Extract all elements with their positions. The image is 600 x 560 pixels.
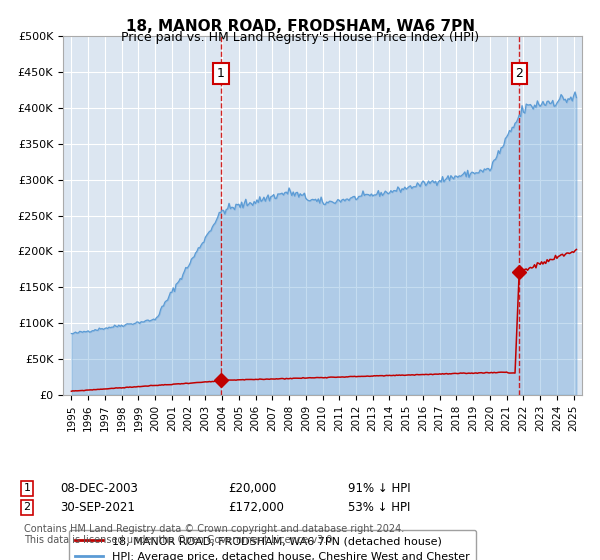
- Text: 53% ↓ HPI: 53% ↓ HPI: [348, 501, 410, 514]
- Text: 91% ↓ HPI: 91% ↓ HPI: [348, 482, 410, 495]
- Text: 18, MANOR ROAD, FRODSHAM, WA6 7PN: 18, MANOR ROAD, FRODSHAM, WA6 7PN: [125, 19, 475, 34]
- Text: 2: 2: [515, 67, 523, 80]
- Text: £20,000: £20,000: [228, 482, 276, 495]
- Text: £172,000: £172,000: [228, 501, 284, 514]
- Text: 08-DEC-2003: 08-DEC-2003: [60, 482, 138, 495]
- Text: 2: 2: [23, 502, 31, 512]
- Text: Price paid vs. HM Land Registry's House Price Index (HPI): Price paid vs. HM Land Registry's House …: [121, 31, 479, 44]
- Text: 1: 1: [23, 483, 31, 493]
- Text: Contains HM Land Registry data © Crown copyright and database right 2024.
This d: Contains HM Land Registry data © Crown c…: [24, 524, 404, 545]
- Text: 30-SEP-2021: 30-SEP-2021: [60, 501, 135, 514]
- Legend: 18, MANOR ROAD, FRODSHAM, WA6 7PN (detached house), HPI: Average price, detached: 18, MANOR ROAD, FRODSHAM, WA6 7PN (detac…: [68, 530, 476, 560]
- Text: 1: 1: [217, 67, 225, 80]
